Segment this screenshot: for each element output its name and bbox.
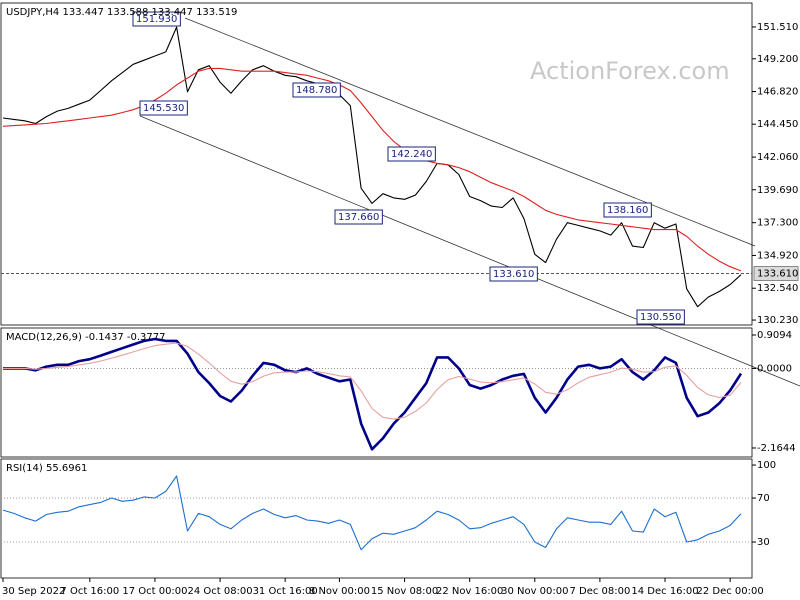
channel-line [139,115,800,387]
x-tick-label: 24 Oct 08:00 [187,586,252,597]
series-line [2,475,742,551]
annotation-box [139,100,188,116]
annotation-box [489,266,538,282]
channel-line [184,17,756,247]
panel-frame [0,458,753,579]
panel-title: MACD(12,26,9) -0.1437 -0.3777 [6,332,166,343]
y-tick-label: 142.060 [757,152,798,163]
x-tick-label: 30 Nov 00:00 [501,586,568,597]
panel-frame [0,327,753,458]
series-line [3,337,743,451]
x-tick-label: 7 Oct 16:00 [60,586,119,597]
y-tick-label: 30 [757,537,770,548]
y-tick-label: 149.200 [757,54,798,65]
watermark: ActionForex.com [530,57,730,85]
x-tick-label: 22 Dec 00:00 [697,586,764,597]
annotation-box [132,11,181,27]
x-tick-label: 7 Dec 08:00 [569,586,630,597]
x-tick-label: 31 Oct 16:00 [253,586,318,597]
annotation-box [603,202,652,218]
panel-title: USDJPY,H4 133.447 133.588 133.447 133.51… [6,7,237,18]
x-tick-label: 15 Nov 08:00 [371,586,438,597]
annotation: 145.530 [143,103,184,114]
y-tick-label: 144.450 [757,119,798,130]
y-tick-label: 139.690 [757,185,798,196]
annotation-box [334,209,383,225]
y-tick-label: 70 [757,493,770,504]
annotation: 151.930 [136,14,177,25]
series-line [3,342,742,420]
y-tick-label: 130.230 [757,315,798,326]
y-tick-label: 134.920 [757,250,798,261]
annotation-box [636,309,685,325]
panel-frame [0,2,753,326]
last-price-label: 133.610 [757,268,798,279]
x-tick-label: 17 Oct 00:00 [122,586,187,597]
series-line [2,26,742,308]
annotation: 142.240 [391,149,432,160]
y-tick-label: 137.300 [757,218,798,229]
x-tick-label: 14 Dec 16:00 [631,586,698,597]
annotation: 130.550 [640,312,681,323]
y-tick-label: 151.510 [757,22,798,33]
annotation: 148.780 [296,85,337,96]
x-tick-label: 22 Nov 16:00 [436,586,503,597]
y-tick-label: -2.1644 [757,443,796,454]
annotation: 137.660 [338,212,379,223]
last-price-box [753,265,799,281]
x-tick-label: 8 Nov 00:00 [309,586,370,597]
y-tick-label: 100 [757,460,776,471]
annotation-box [387,146,436,162]
y-tick-label: 0.0000 [757,363,792,374]
x-tick-label: 30 Sep 2022 [2,586,65,597]
annotation: 133.610 [493,269,534,280]
y-tick-label: 132.540 [757,283,798,294]
annotation: 138.160 [607,205,648,216]
panel-title: RSI(14) 55.6961 [6,463,87,474]
y-tick-label: 0.9094 [757,330,792,341]
annotation-box [292,82,341,98]
series-line [2,67,742,272]
y-tick-label: 146.820 [757,87,798,98]
